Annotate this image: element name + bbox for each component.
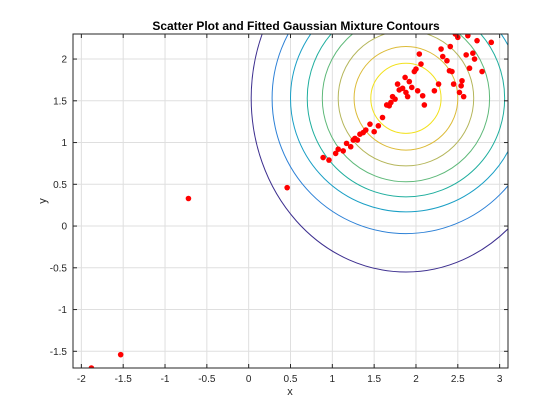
data-point <box>117 351 124 358</box>
x-tick-label: -0.5 <box>198 374 216 385</box>
data-point <box>488 39 495 46</box>
y-tick-label: 1.5 <box>53 96 67 107</box>
x-tick-label: -1 <box>161 374 170 385</box>
data-point <box>421 102 428 108</box>
x-axis-label: x <box>287 386 293 398</box>
contour-line <box>250 34 508 273</box>
data-point <box>460 93 467 100</box>
x-tick-label: 2.5 <box>451 374 465 385</box>
data-point <box>371 128 377 135</box>
data-point <box>474 37 480 44</box>
data-point <box>431 87 438 94</box>
x-axis-ticks: -2 -1.5 -1 -0.5 0 0.5 1 1.5 2 2.5 3 <box>77 34 503 385</box>
y-axis-ticks: -1.5 -1 -0.5 0 0.5 1 1.5 2 <box>50 55 508 358</box>
data-point <box>394 81 401 87</box>
data-point <box>416 51 423 57</box>
data-point <box>402 74 408 81</box>
y-tick-label: 0 <box>61 222 67 233</box>
y-tick-label: -1.5 <box>50 347 68 358</box>
x-tick-label: 3 <box>497 374 503 385</box>
data-point <box>463 52 469 58</box>
x-tick-label: -2 <box>77 374 86 385</box>
chart-title: Scatter Plot and Fitted Gaussian Mixture… <box>152 19 440 33</box>
data-point <box>479 68 485 75</box>
data-point <box>466 65 473 72</box>
data-point <box>379 114 386 121</box>
data-point <box>438 46 444 52</box>
y-tick-label: 1 <box>61 138 67 149</box>
data-point <box>458 82 464 89</box>
data-point <box>335 146 341 153</box>
data-point <box>447 43 454 50</box>
data-point <box>367 121 373 127</box>
x-tick-label: 1.5 <box>367 374 381 385</box>
data-point <box>406 78 413 85</box>
data-point <box>450 81 457 87</box>
data-point <box>414 87 421 94</box>
y-tick-label: -0.5 <box>50 263 68 274</box>
data-point <box>185 195 192 202</box>
x-tick-label: 2 <box>413 374 419 385</box>
data-point <box>375 123 382 129</box>
data-point <box>320 154 326 161</box>
y-tick-label: 0.5 <box>53 180 67 191</box>
data-point <box>418 61 424 67</box>
y-tick-label: 2 <box>61 55 67 66</box>
data-point <box>419 92 426 99</box>
contour-line <box>337 34 475 167</box>
data-point <box>88 365 95 368</box>
x-tick-label: 1 <box>330 374 336 385</box>
data-point <box>444 57 450 64</box>
y-axis-label: y <box>37 198 49 204</box>
data-point <box>470 50 476 57</box>
data-point <box>332 150 339 157</box>
data-point <box>392 96 398 102</box>
contour-line <box>306 34 506 198</box>
data-point <box>465 34 471 39</box>
data-point <box>459 77 465 84</box>
data-point <box>456 89 463 96</box>
x-tick-label: -1.5 <box>115 374 133 385</box>
data-point <box>340 148 347 154</box>
data-point <box>326 157 332 163</box>
contour-line <box>290 34 508 213</box>
gaussian-contours <box>250 34 508 273</box>
data-point <box>347 143 354 150</box>
data-point <box>388 99 394 106</box>
contour-line <box>271 34 508 235</box>
contour-line <box>321 34 491 183</box>
data-point <box>354 137 361 143</box>
data-point <box>399 85 406 92</box>
y-tick-label: -1 <box>58 305 67 316</box>
scatter-points <box>88 34 495 368</box>
data-point <box>413 66 419 72</box>
contour-line <box>370 62 442 134</box>
data-point <box>471 56 478 62</box>
data-point <box>362 127 369 133</box>
contour-line <box>353 46 459 151</box>
data-point <box>449 68 455 75</box>
x-tick-label: 0 <box>246 374 252 385</box>
data-point <box>439 53 446 60</box>
data-point <box>408 84 415 91</box>
data-point <box>343 140 350 147</box>
x-tick-label: 0.5 <box>284 374 298 385</box>
data-point <box>435 81 442 87</box>
data-point <box>404 93 411 100</box>
data-point <box>284 184 290 191</box>
